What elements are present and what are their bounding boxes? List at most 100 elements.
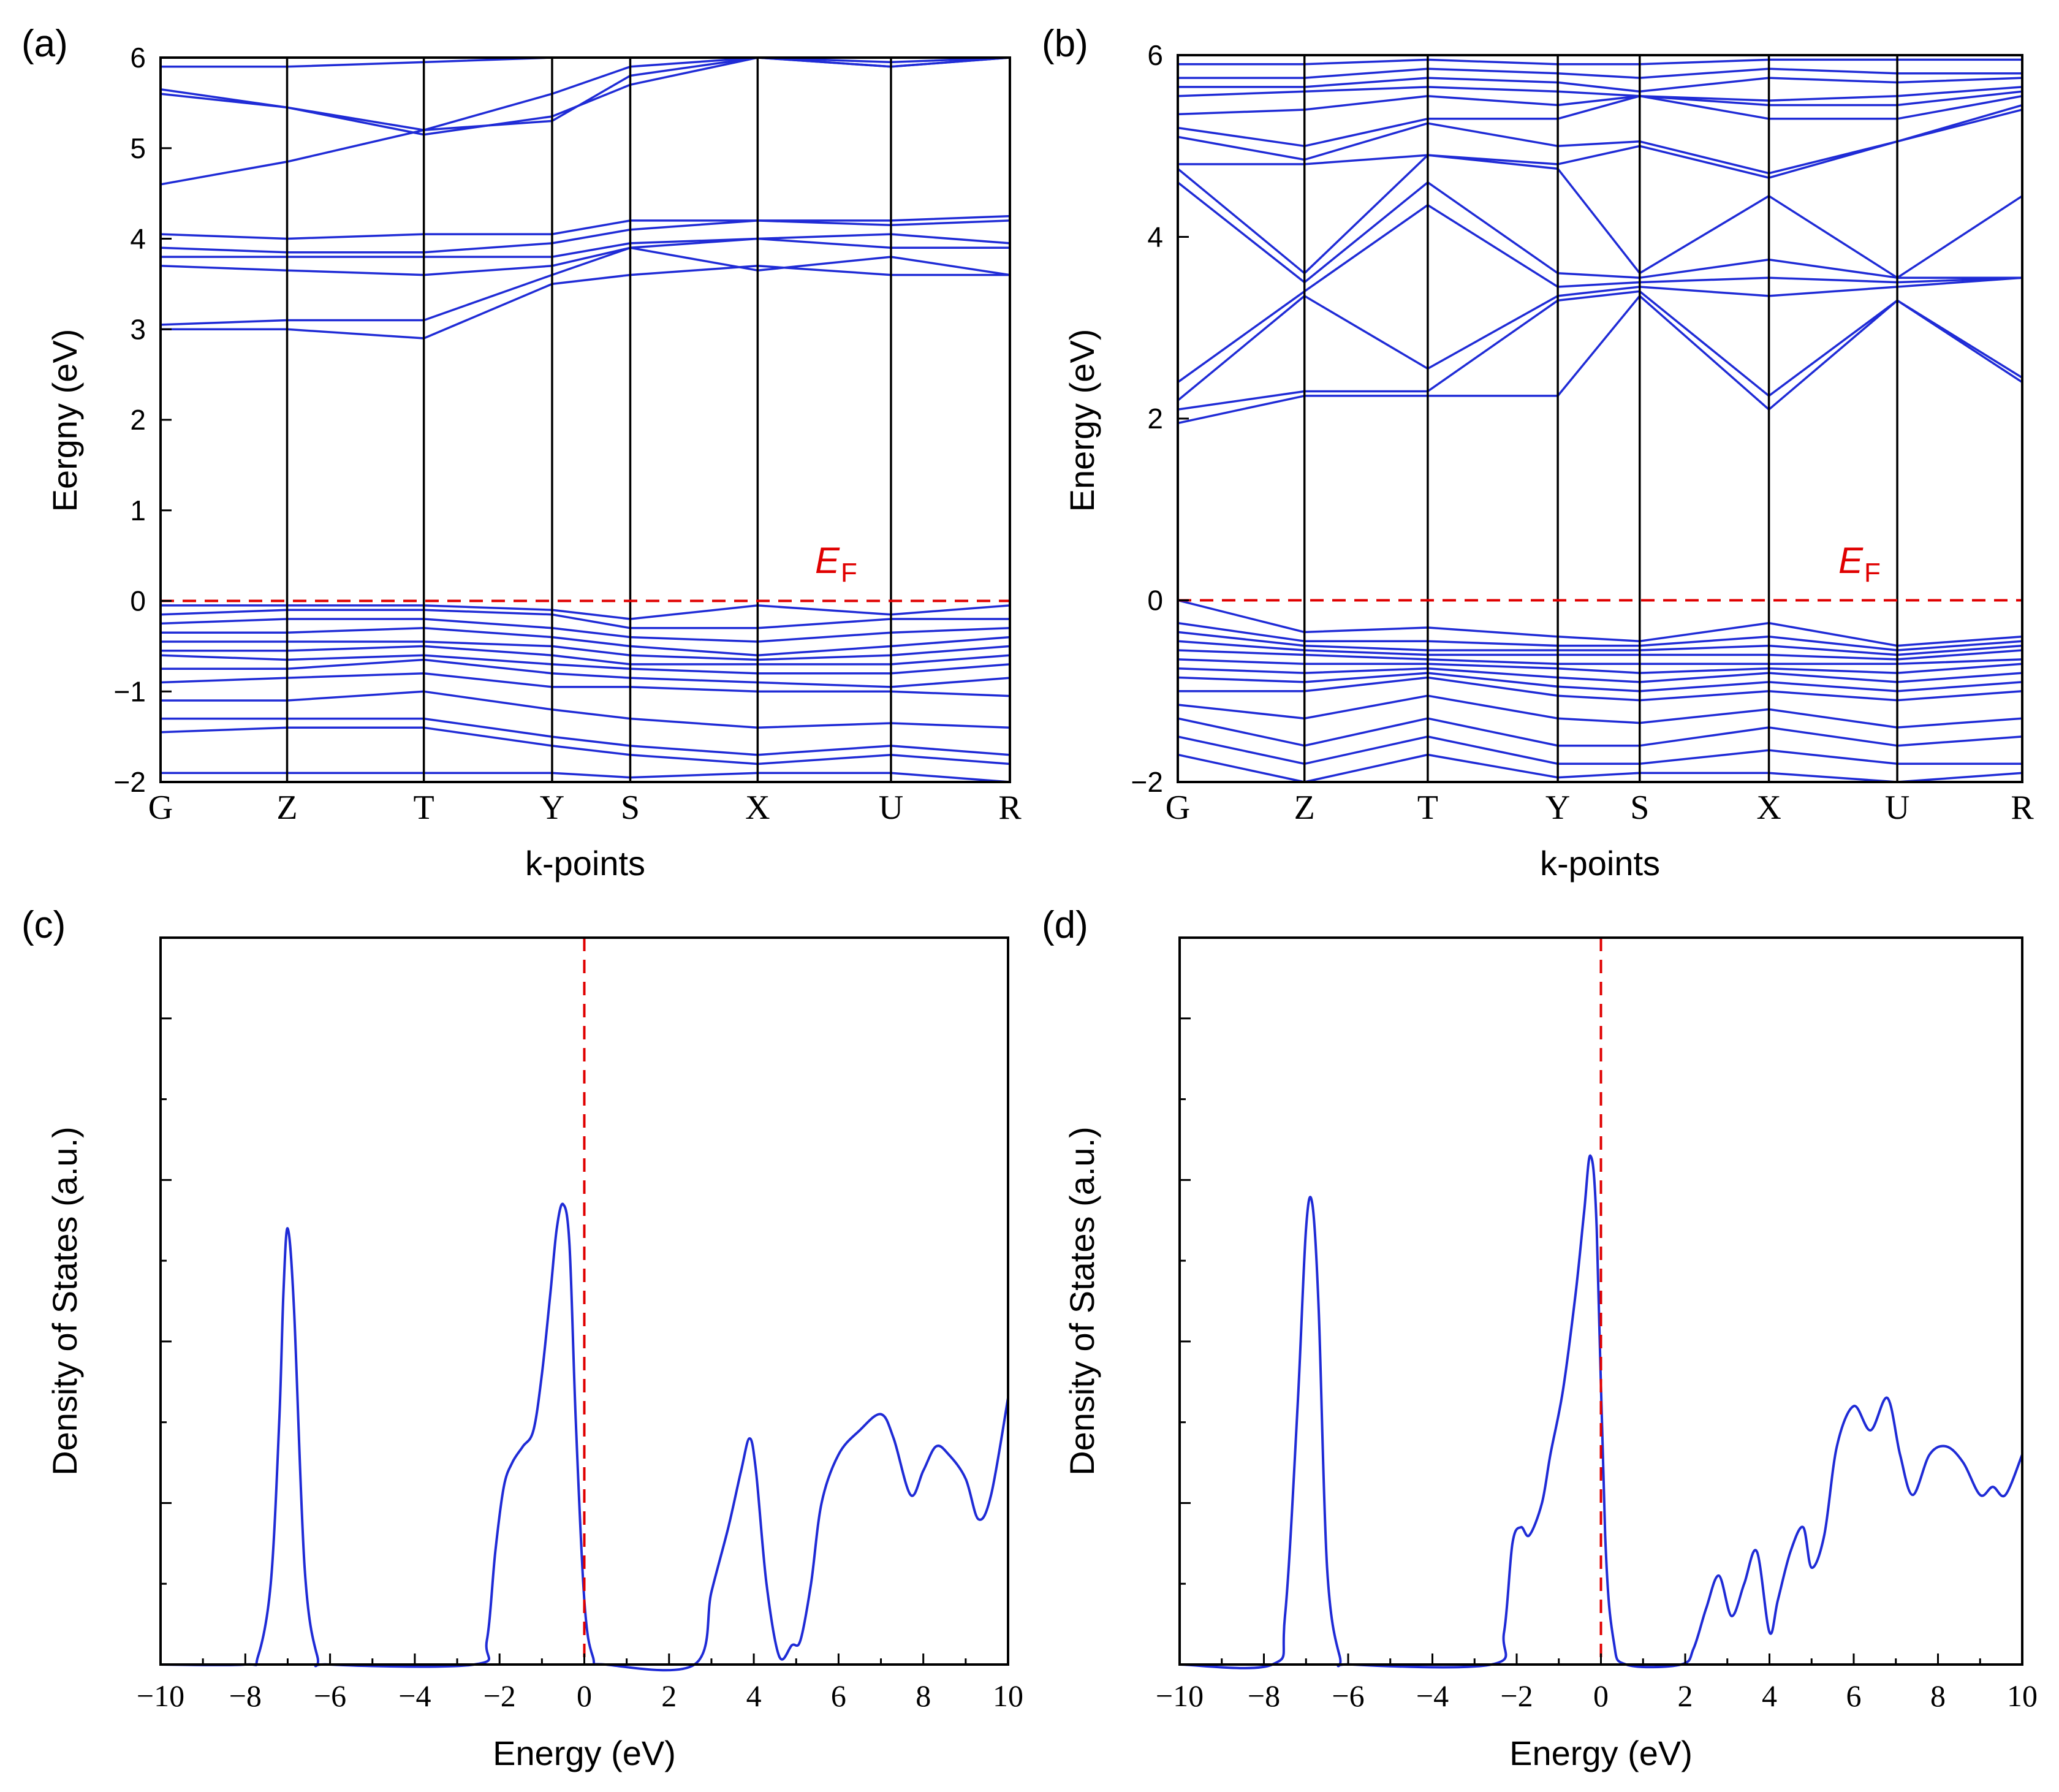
band-v7 bbox=[1178, 667, 2022, 683]
band-c2 bbox=[1178, 290, 2022, 411]
band-c12 bbox=[1178, 77, 2022, 93]
band-v2 bbox=[1178, 621, 2022, 651]
band-v9 bbox=[1178, 676, 2022, 702]
band-c8 bbox=[1178, 104, 2022, 175]
x-axis-label: Energy (eV) bbox=[1509, 1734, 1693, 1772]
band-c1 bbox=[161, 265, 1010, 340]
x-axis-label: Energy (eV) bbox=[493, 1734, 676, 1772]
kpoint-label: S bbox=[1630, 789, 1649, 827]
band-v13 bbox=[1178, 753, 2022, 782]
band-c6 bbox=[161, 215, 1010, 240]
y-tick-label: −2 bbox=[114, 766, 146, 798]
panel-label: (c) bbox=[21, 904, 66, 946]
y-tick-label: 1 bbox=[130, 495, 146, 526]
band-v4 bbox=[1178, 640, 2022, 661]
panel-label: (a) bbox=[21, 23, 68, 65]
band-v10 bbox=[1178, 694, 2022, 729]
y-tick-label: 3 bbox=[130, 313, 146, 345]
kpoint-label: Y bbox=[540, 789, 564, 827]
band-c4 bbox=[161, 233, 1010, 258]
x-tick-label: 6 bbox=[1846, 1679, 1862, 1713]
kpoint-label: R bbox=[2011, 789, 2034, 827]
y-tick-label: 5 bbox=[130, 132, 146, 164]
band-v3 bbox=[161, 618, 1010, 643]
band-v8 bbox=[1178, 672, 2022, 693]
y-tick-label: 0 bbox=[1147, 585, 1163, 617]
x-tick-label: 0 bbox=[1593, 1679, 1609, 1713]
kpoint-label: Y bbox=[1545, 789, 1570, 827]
dos-curve bbox=[160, 1202, 1009, 1672]
band-v5 bbox=[161, 640, 1010, 661]
y-tick-label: −2 bbox=[1131, 766, 1163, 798]
band-v12 bbox=[1178, 735, 2022, 765]
x-axis-label: k-points bbox=[1540, 844, 1660, 883]
band-panel-b: 6 4 2 0 −2G Z T Y S X U Rk-points Energy (eV) EF (b) bbox=[1042, 23, 2034, 883]
kpoint-label: Z bbox=[276, 789, 297, 827]
x-tick-label: −6 bbox=[314, 1679, 346, 1713]
band-v11 bbox=[161, 717, 1010, 756]
x-tick-label: 4 bbox=[1762, 1679, 1777, 1713]
band-v1 bbox=[1178, 599, 2022, 647]
y-axis-label: Energy (eV) bbox=[1063, 329, 1101, 512]
band-c13 bbox=[1178, 67, 2022, 79]
kpoint-label: R bbox=[998, 789, 1022, 827]
band-v11 bbox=[1178, 717, 2022, 747]
x-tick-label: −4 bbox=[1416, 1679, 1449, 1713]
band-v4 bbox=[161, 627, 1010, 656]
fermi-label: EF bbox=[1838, 540, 1881, 588]
x-tick-label: 2 bbox=[1678, 1679, 1693, 1713]
kpoint-label: G bbox=[1166, 789, 1190, 827]
band-c5 bbox=[1178, 181, 2022, 284]
band-v1 bbox=[161, 604, 1010, 620]
kpoint-label: X bbox=[1756, 789, 1781, 827]
x-tick-label: 4 bbox=[746, 1679, 762, 1713]
band-v6 bbox=[1178, 658, 2022, 674]
x-tick-label: 6 bbox=[831, 1679, 846, 1713]
kpoint-label: Z bbox=[1294, 789, 1315, 827]
kpoint-label: U bbox=[879, 789, 903, 827]
y-axis-label: Density of States (a.u.) bbox=[45, 1126, 84, 1476]
x-tick-label: −6 bbox=[1332, 1679, 1364, 1713]
x-tick-label: −10 bbox=[1156, 1679, 1204, 1713]
kpoint-label: S bbox=[621, 789, 640, 827]
band-c11 bbox=[1178, 86, 2022, 102]
band-v7 bbox=[161, 654, 1010, 675]
band-c4 bbox=[1178, 203, 2022, 384]
band-v2 bbox=[161, 609, 1010, 629]
band-v9 bbox=[161, 672, 1010, 697]
band-c10 bbox=[161, 58, 1010, 68]
x-tick-label: 8 bbox=[1930, 1679, 1946, 1713]
x-tick-label: −2 bbox=[483, 1679, 516, 1713]
band-v8 bbox=[161, 658, 1010, 688]
band-c14 bbox=[1178, 58, 2022, 66]
fermi-label: EF bbox=[815, 540, 857, 588]
y-axis-label: Density of States (a.u.) bbox=[1063, 1126, 1101, 1476]
band-lines bbox=[161, 58, 1010, 782]
band-c2 bbox=[161, 246, 1010, 326]
x-tick-label: 2 bbox=[661, 1679, 677, 1713]
x-tick-label: −2 bbox=[1500, 1679, 1533, 1713]
band-c9 bbox=[161, 58, 1010, 131]
x-tick-label: −4 bbox=[398, 1679, 431, 1713]
band-v6 bbox=[161, 645, 1010, 666]
x-tick-label: 10 bbox=[993, 1679, 1023, 1713]
band-c9 bbox=[1178, 94, 2022, 148]
kpoint-label: X bbox=[745, 789, 770, 827]
kpoint-label: T bbox=[1417, 789, 1438, 827]
band-panel-a: 6 5 4 3 2 1 0 −1 −2G Z T Y S X U Rk-points Eergny (eV) EF… bbox=[21, 23, 1022, 883]
band-c10 bbox=[1178, 90, 2022, 116]
x-tick-label: −8 bbox=[229, 1679, 262, 1713]
band-v12 bbox=[161, 726, 1010, 765]
y-tick-label: 2 bbox=[130, 404, 146, 436]
x-tick-label: 8 bbox=[916, 1679, 931, 1713]
dos-curve bbox=[1179, 1154, 2023, 1669]
band-c1 bbox=[1178, 295, 2022, 425]
x-tick-label: −10 bbox=[137, 1679, 184, 1713]
band-lines bbox=[1178, 58, 2022, 782]
kpoint-label: T bbox=[414, 789, 434, 827]
y-tick-label: 4 bbox=[1147, 221, 1163, 253]
y-axis-label: Eergny (eV) bbox=[45, 329, 84, 512]
band-c3 bbox=[1178, 276, 2022, 401]
y-tick-label: 4 bbox=[130, 223, 146, 255]
band-v3 bbox=[1178, 631, 2022, 656]
